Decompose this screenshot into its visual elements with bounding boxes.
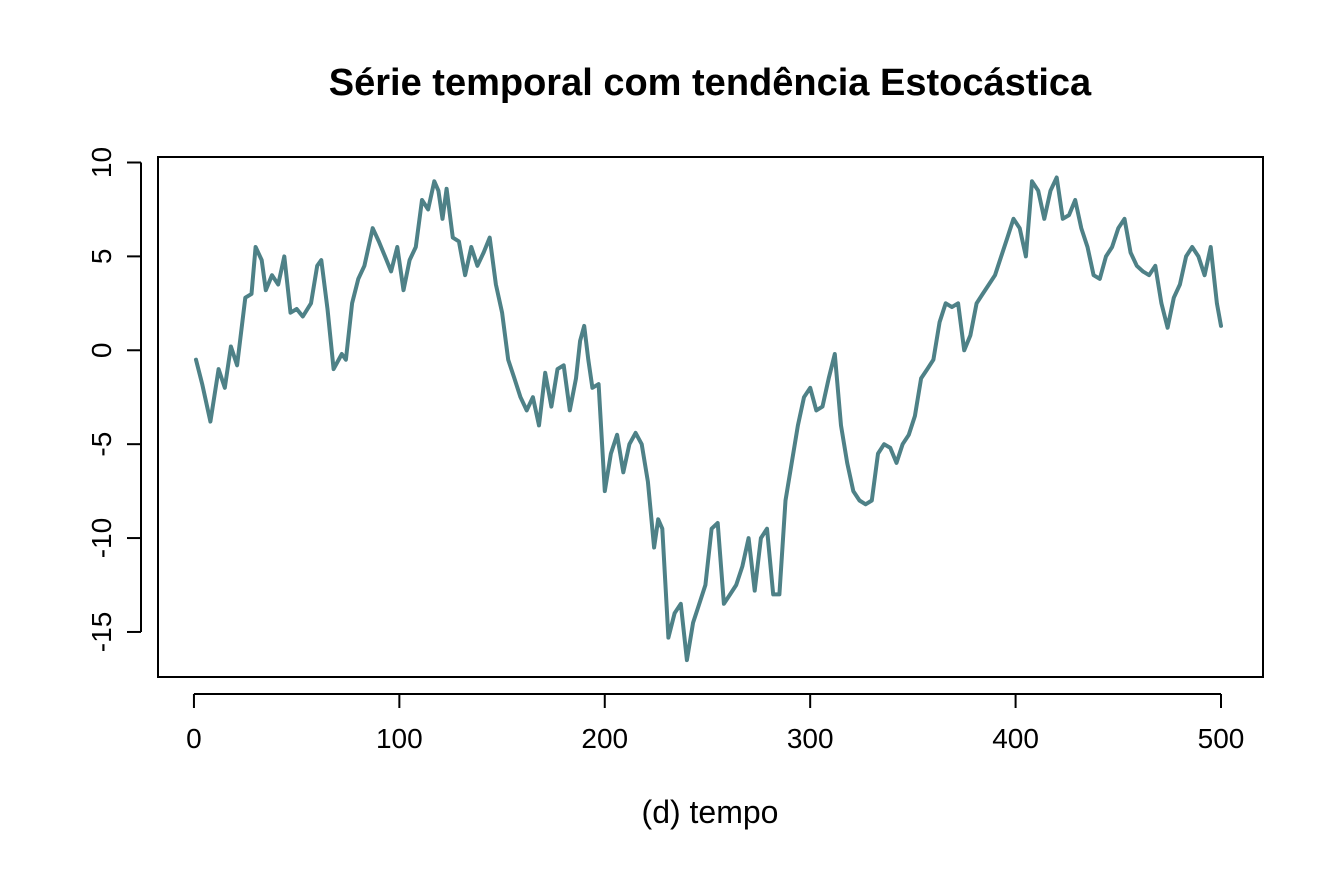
x-tick-label: 100 [376, 723, 423, 754]
y-tick-label: -5 [86, 432, 117, 457]
series-line [194, 175, 1223, 663]
y-tick-label: 10 [86, 147, 117, 178]
x-tick-label: 200 [581, 723, 628, 754]
y-tick-label: -10 [86, 518, 117, 558]
x-tick-label: 400 [992, 723, 1039, 754]
plot-frame [157, 156, 1264, 678]
y-tick-label: -15 [86, 612, 117, 652]
chart-title: Série temporal com tendência Estocástica [329, 62, 1092, 104]
x-axis: 0 100 200 300 400 500 [186, 693, 1245, 754]
y-tick-label: 0 [86, 342, 117, 358]
x-axis-label: (d) tempo [642, 794, 779, 830]
y-axis: -15 -10 -5 0 5 10 [86, 147, 142, 652]
y-tick-label: 5 [86, 249, 117, 265]
x-tick-label: 0 [186, 723, 202, 754]
x-tick-label: 300 [787, 723, 834, 754]
x-tick-label: 500 [1198, 723, 1245, 754]
